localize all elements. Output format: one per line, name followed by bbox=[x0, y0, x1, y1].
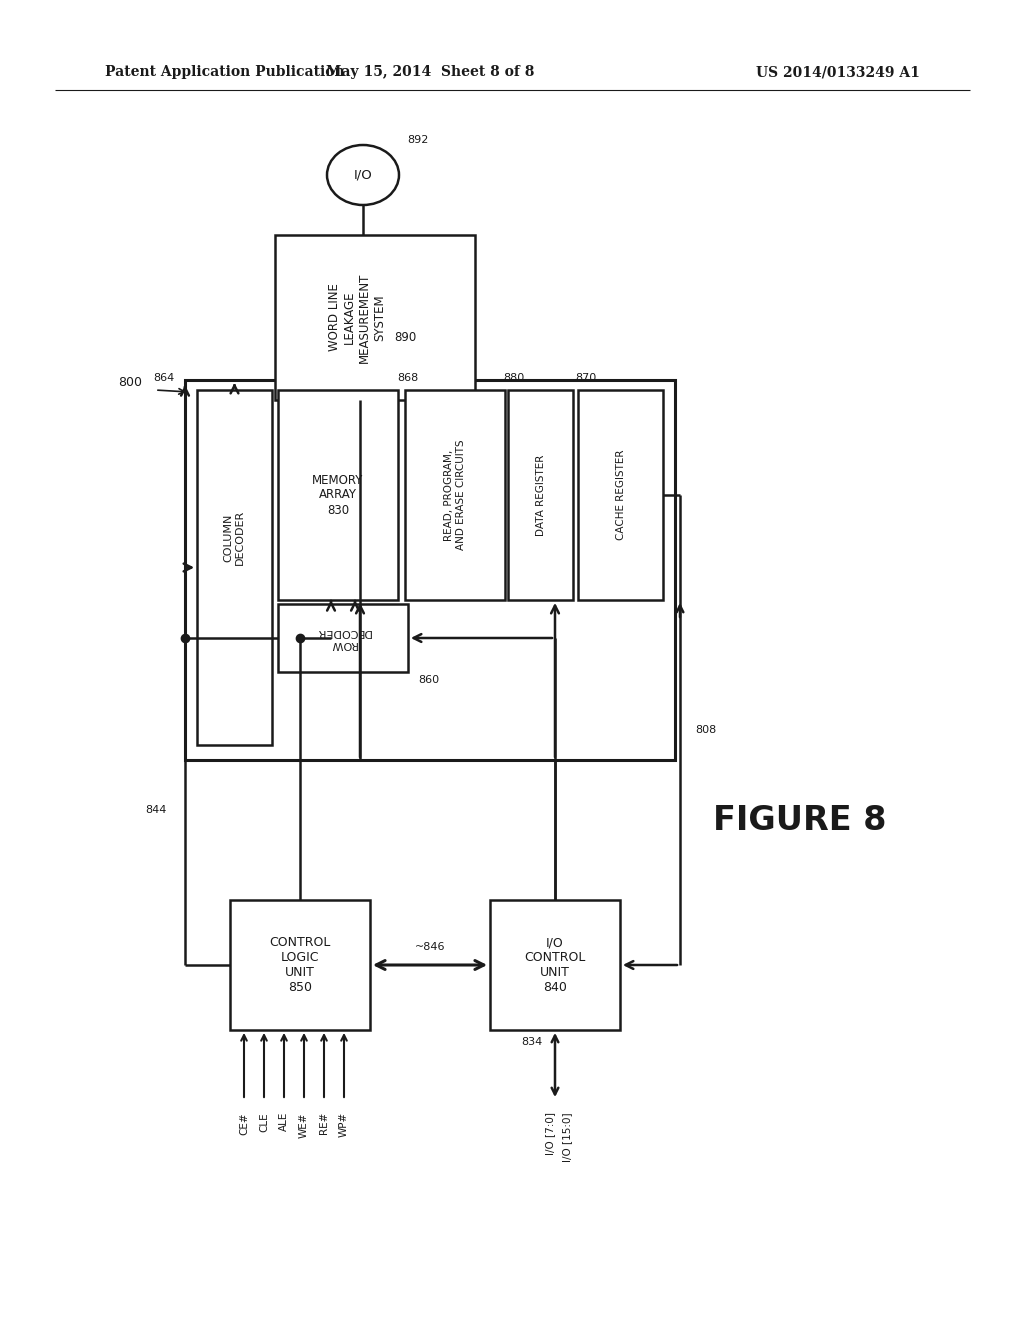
Text: US 2014/0133249 A1: US 2014/0133249 A1 bbox=[756, 65, 920, 79]
Text: 860: 860 bbox=[418, 675, 439, 685]
Text: 870: 870 bbox=[575, 374, 596, 383]
Text: CE#: CE# bbox=[239, 1111, 249, 1135]
Text: 834: 834 bbox=[522, 1038, 543, 1047]
Text: ALE: ALE bbox=[279, 1111, 289, 1131]
Bar bbox=[490, 900, 620, 1030]
Bar bbox=[278, 389, 398, 601]
Text: 892: 892 bbox=[408, 135, 429, 145]
Bar bbox=[578, 389, 663, 601]
Text: DATA REGISTER: DATA REGISTER bbox=[536, 454, 546, 536]
Text: CACHE REGISTER: CACHE REGISTER bbox=[615, 450, 626, 540]
Text: ROW
DECODER: ROW DECODER bbox=[315, 627, 371, 649]
Text: CONTROL
LOGIC
UNIT
850: CONTROL LOGIC UNIT 850 bbox=[269, 936, 331, 994]
Bar bbox=[230, 900, 370, 1030]
Bar bbox=[197, 389, 272, 744]
Text: 808: 808 bbox=[695, 725, 716, 735]
Text: COLUMN
DECODER: COLUMN DECODER bbox=[223, 510, 246, 565]
Text: 800: 800 bbox=[118, 375, 142, 388]
Text: MEMORY
ARRAY
830: MEMORY ARRAY 830 bbox=[312, 474, 364, 516]
Text: 880: 880 bbox=[503, 374, 524, 383]
Text: RE#: RE# bbox=[319, 1111, 329, 1134]
Text: I/O [15:0]: I/O [15:0] bbox=[562, 1111, 572, 1162]
Text: I/O: I/O bbox=[353, 169, 373, 181]
Text: 890: 890 bbox=[394, 331, 416, 345]
Text: 868: 868 bbox=[397, 374, 418, 383]
Text: ~846: ~846 bbox=[415, 942, 445, 952]
Text: 844: 844 bbox=[145, 805, 167, 814]
Text: I/O [7:0]: I/O [7:0] bbox=[545, 1111, 555, 1155]
Text: WORD LINE
LEAKAGE
MEASUREMENT
SYSTEM: WORD LINE LEAKAGE MEASUREMENT SYSTEM bbox=[328, 272, 386, 363]
Ellipse shape bbox=[327, 145, 399, 205]
Text: CLE: CLE bbox=[259, 1111, 269, 1131]
Bar bbox=[275, 235, 475, 400]
Text: 864: 864 bbox=[154, 374, 175, 383]
Text: READ, PROGRAM,
AND ERASE CIRCUITS: READ, PROGRAM, AND ERASE CIRCUITS bbox=[444, 440, 466, 550]
Bar bbox=[406, 389, 505, 601]
Text: I/O
CONTROL
UNIT
840: I/O CONTROL UNIT 840 bbox=[524, 936, 586, 994]
Text: Patent Application Publication: Patent Application Publication bbox=[105, 65, 345, 79]
Text: WE#: WE# bbox=[299, 1111, 309, 1138]
Text: FIGURE 8: FIGURE 8 bbox=[714, 804, 887, 837]
Bar bbox=[185, 380, 675, 760]
Bar bbox=[508, 389, 573, 601]
Text: May 15, 2014  Sheet 8 of 8: May 15, 2014 Sheet 8 of 8 bbox=[326, 65, 535, 79]
Bar bbox=[278, 605, 408, 672]
Text: WP#: WP# bbox=[339, 1111, 349, 1138]
